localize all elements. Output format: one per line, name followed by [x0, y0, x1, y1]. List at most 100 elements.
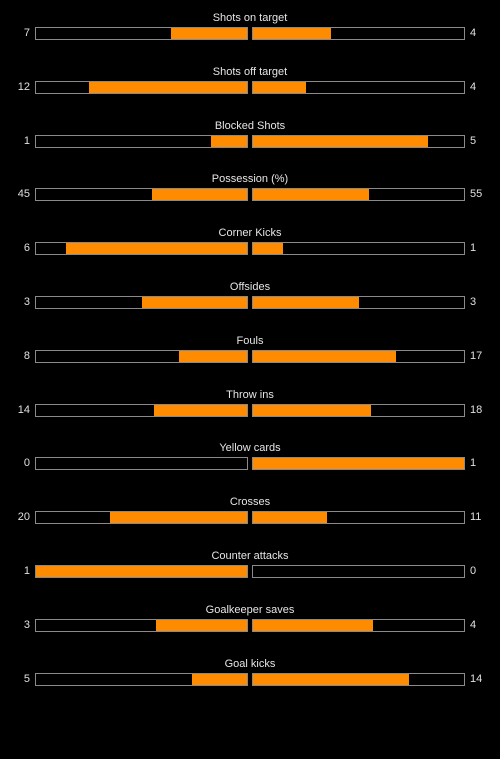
home-bar-fill	[88, 81, 247, 93]
home-value: 8	[23, 349, 30, 362]
home-bar	[35, 80, 248, 94]
away-bar	[252, 349, 465, 363]
home-bar	[35, 511, 248, 525]
away-bar-fill	[253, 135, 429, 147]
away-bar-fill	[253, 243, 283, 255]
stat-label: Possession (%)	[211, 173, 289, 186]
away-bar	[252, 242, 465, 256]
stat-label: Offsides	[229, 280, 271, 293]
stat-row: Shots off target 12 4	[0, 64, 500, 118]
home-bar-fill	[154, 404, 247, 416]
away-bar-fill	[253, 350, 397, 362]
away-bar-fill	[253, 189, 370, 201]
away-bar	[252, 564, 465, 578]
stat-row: Goalkeeper saves 3 4	[0, 602, 500, 656]
home-bar	[35, 403, 248, 417]
away-value: 3	[470, 295, 477, 308]
away-bar	[252, 457, 465, 471]
stat-label: Corner Kicks	[218, 227, 282, 240]
away-value: 1	[470, 457, 477, 470]
home-bar-fill	[171, 28, 247, 39]
stat-label: Shots on target	[212, 12, 288, 24]
stat-row: Throw ins 14 18	[0, 387, 500, 441]
away-value: 4	[470, 80, 477, 93]
home-bar-fill	[141, 296, 247, 308]
away-value: 14	[470, 672, 483, 685]
away-bar	[252, 80, 465, 94]
home-bar	[35, 242, 248, 256]
away-bar-fill	[253, 673, 410, 685]
home-bar-fill	[179, 350, 247, 362]
home-value: 5	[23, 672, 30, 685]
stat-label: Crosses	[229, 496, 271, 509]
match-stats-list: Shots on target 7 4 Shots off target 12 …	[0, 10, 500, 709]
stat-row: Yellow cards 0 1	[0, 440, 500, 494]
away-bar	[252, 27, 465, 40]
away-value: 0	[470, 564, 477, 577]
away-bar-fill	[253, 28, 332, 39]
away-bar	[252, 188, 465, 202]
away-bar	[252, 618, 465, 632]
stat-label: Goalkeeper saves	[205, 603, 295, 616]
away-bar	[252, 403, 465, 417]
away-bar-fill	[253, 512, 327, 524]
home-bar	[35, 457, 248, 471]
stat-row: Fouls 8 17	[0, 333, 500, 387]
home-bar	[35, 134, 248, 148]
away-bar-fill	[253, 458, 464, 470]
away-bar-fill	[253, 619, 374, 631]
stat-label: Fouls	[236, 334, 264, 347]
stat-row: Blocked Shots 1 5	[0, 118, 500, 172]
stat-label: Goal kicks	[224, 657, 276, 670]
home-value: 0	[23, 457, 30, 470]
away-value: 18	[470, 403, 483, 416]
away-value: 17	[470, 349, 483, 362]
home-value: 7	[23, 27, 30, 39]
home-bar-fill	[156, 619, 247, 631]
home-bar-fill	[152, 189, 247, 201]
stat-label: Yellow cards	[219, 442, 281, 455]
home-value: 1	[23, 134, 30, 147]
home-bar	[35, 349, 248, 363]
home-bar-fill	[65, 243, 247, 255]
home-bar-fill	[109, 512, 247, 524]
home-bar-fill	[192, 673, 247, 685]
home-bar	[35, 618, 248, 632]
away-bar-fill	[253, 81, 306, 93]
stat-label: Throw ins	[226, 388, 274, 401]
stat-row: Corner Kicks 6 1	[0, 225, 500, 279]
home-bar-fill	[211, 135, 247, 147]
home-bar	[35, 188, 248, 202]
home-value: 6	[23, 242, 30, 255]
away-bar	[252, 134, 465, 148]
home-value: 45	[17, 188, 30, 201]
home-bar	[35, 672, 248, 686]
away-bar	[252, 511, 465, 525]
stat-row: Possession (%) 45 55	[0, 171, 500, 225]
away-bar	[252, 295, 465, 309]
home-bar	[35, 295, 248, 309]
stat-row: Shots on target 7 4	[0, 10, 500, 64]
away-bar-fill	[253, 404, 372, 416]
stat-label: Counter attacks	[211, 549, 289, 562]
home-bar	[35, 27, 248, 40]
stat-label: Shots off target	[212, 65, 288, 78]
stat-row: Goal kicks 5 14	[0, 656, 500, 710]
home-value: 12	[17, 80, 30, 93]
stat-label: Blocked Shots	[214, 119, 286, 132]
away-value: 4	[470, 618, 477, 631]
away-bar-fill	[253, 296, 359, 308]
home-value: 3	[23, 295, 30, 308]
stat-row: Counter attacks 1 0	[0, 548, 500, 602]
home-bar-fill	[36, 565, 247, 577]
home-value: 20	[17, 511, 30, 524]
stat-row: Offsides 3 3	[0, 279, 500, 333]
home-value: 3	[23, 618, 30, 631]
away-value: 4	[470, 27, 477, 39]
away-bar	[252, 672, 465, 686]
home-value: 1	[23, 564, 30, 577]
home-bar	[35, 564, 248, 578]
away-value: 11	[470, 511, 482, 524]
home-value: 14	[17, 403, 30, 416]
away-value: 1	[470, 242, 477, 255]
